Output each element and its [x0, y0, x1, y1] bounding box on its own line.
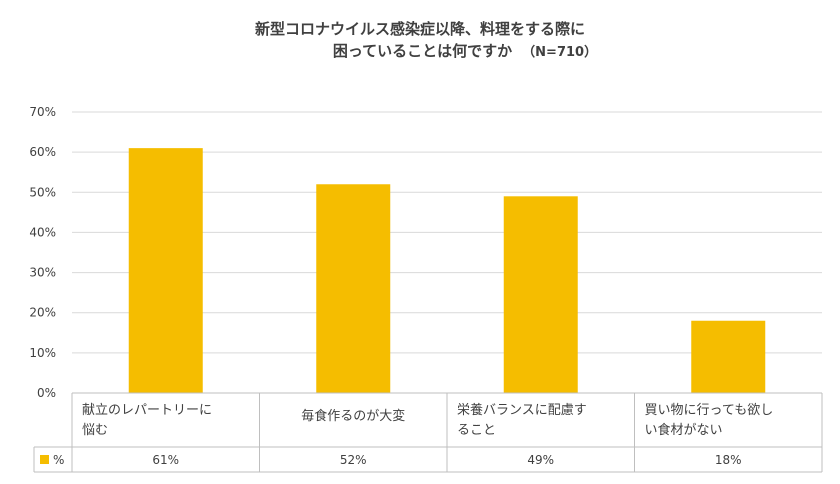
bar	[503, 196, 578, 393]
y-tick-label: 60%	[29, 145, 56, 159]
category-label: 毎食作るのが大変	[301, 408, 405, 424]
data-label: 52%	[340, 453, 367, 467]
y-tick-label: 70%	[29, 105, 56, 119]
chart-title: 新型コロナウイルス感染症以降、料理をする際に 困っていることは何ですか （N=71…	[0, 18, 840, 64]
category-label: 栄養バランスに配慮す	[457, 402, 587, 418]
bar	[691, 320, 766, 393]
y-tick-label: 0%	[37, 386, 56, 400]
bar	[316, 184, 391, 393]
data-label: 18%	[715, 453, 742, 467]
category-label: ること	[457, 423, 496, 438]
legend-swatch	[40, 455, 49, 464]
category-label: 献立のレパートリーに	[82, 403, 212, 418]
data-label: 49%	[527, 453, 554, 467]
y-tick-label: 40%	[29, 225, 56, 239]
y-tick-label: 20%	[29, 306, 56, 320]
bar	[128, 148, 203, 393]
chart-title-line2-row: 困っていることは何ですか （N=710）	[0, 40, 840, 64]
y-tick-label: 50%	[29, 185, 56, 199]
y-tick-label: 10%	[29, 346, 56, 360]
chart-title-line1: 新型コロナウイルス感染症以降、料理をする際に	[254, 20, 585, 38]
data-label: 61%	[152, 453, 179, 467]
sample-size-note: （N=710）	[522, 45, 598, 60]
category-label: い食材がない	[645, 422, 723, 438]
category-label: 悩む	[82, 423, 108, 438]
y-tick-label: 30%	[29, 266, 56, 280]
category-label: 買い物に行っても欲し	[645, 402, 774, 418]
chart-title-line2: 困っていることは何ですか	[332, 42, 513, 60]
legend-label: %	[53, 453, 64, 467]
